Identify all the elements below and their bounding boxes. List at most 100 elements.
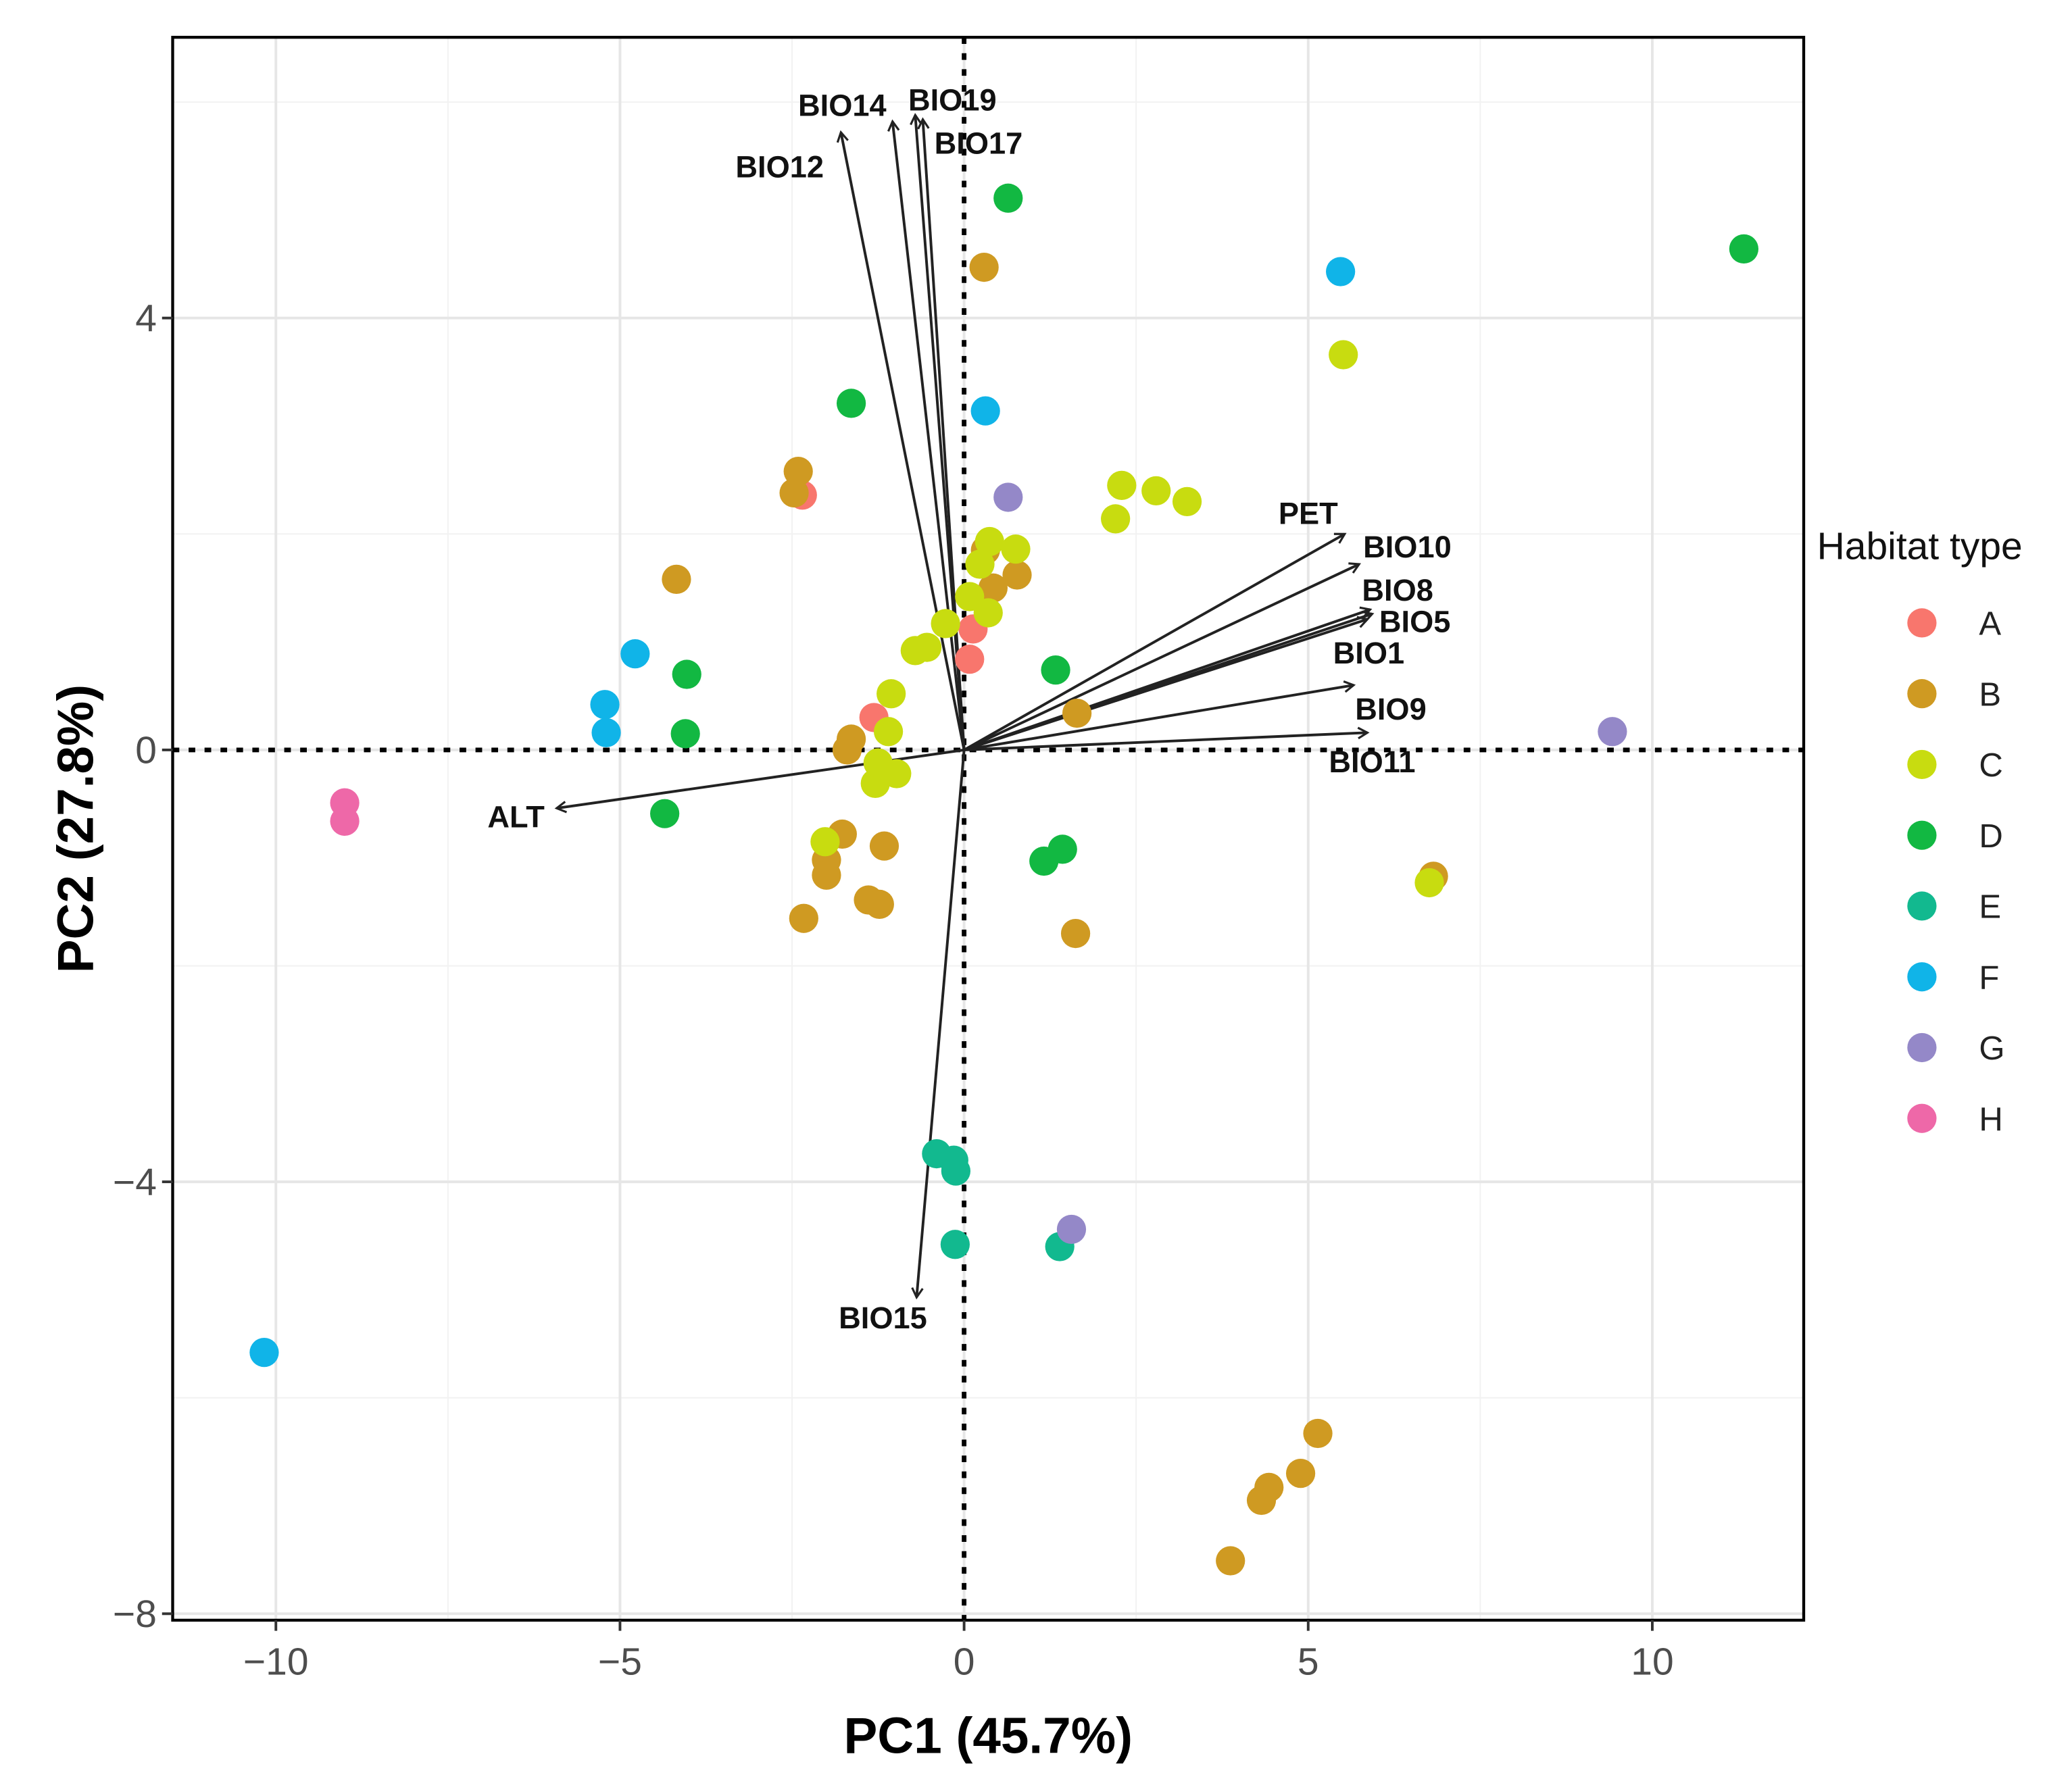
point-habitat-b — [864, 889, 894, 920]
axis-ticks: −10 −5 0 5 10 −8 −4 0 4 — [113, 297, 1674, 1683]
loading-label-bio14: BIO14 — [798, 89, 887, 123]
x-tick-label: −10 — [243, 1641, 309, 1684]
y-tick-label: −8 — [113, 1593, 157, 1636]
legend-title: Habitat type — [1817, 525, 2023, 568]
loading-label-bio12: BIO12 — [735, 150, 824, 184]
point-habitat-d — [836, 389, 866, 418]
point-habitat-a — [955, 645, 985, 674]
point-habitat-c — [1414, 868, 1444, 898]
point-habitat-b — [1002, 560, 1032, 590]
loading-label-alt: ALT — [487, 800, 545, 834]
point-habitat-b — [1303, 1418, 1333, 1449]
point-habitat-c — [1101, 504, 1131, 534]
point-habitat-b — [662, 564, 691, 595]
point-habitat-f — [620, 639, 650, 669]
point-habitat-g — [993, 482, 1023, 512]
point-habitat-b — [969, 252, 999, 282]
point-habitat-c — [973, 598, 1003, 628]
loading-label-bio17: BIO17 — [935, 126, 1023, 161]
point-habitat-f — [970, 396, 1000, 426]
point-habitat-c — [1141, 476, 1171, 505]
grid — [172, 37, 1804, 1620]
point-habitat-g — [1056, 1214, 1087, 1245]
loading-label-bio8: BIO8 — [1362, 573, 1433, 607]
legend-label-e: E — [1979, 889, 2001, 926]
x-tick-label: −5 — [598, 1641, 642, 1684]
loading-arrow-bio10 — [963, 562, 1362, 751]
point-habitat-d — [993, 183, 1023, 213]
point-habitat-f — [590, 690, 620, 720]
point-habitat-c — [1172, 486, 1202, 516]
loading-arrow-bio9 — [964, 680, 1356, 751]
legend-label-b: B — [1979, 676, 2001, 713]
point-habitat-g — [1598, 717, 1627, 747]
point-habitat-d — [1047, 834, 1077, 864]
legend-key-b — [1907, 679, 1937, 709]
point-habitat-b — [1216, 1546, 1245, 1576]
x-axis-title: PC1 (45.7%) — [844, 1707, 1133, 1763]
legend-key-h — [1907, 1103, 1937, 1133]
loading-arrow-bio11 — [964, 726, 1370, 751]
legend-label-c: C — [1979, 747, 2002, 784]
point-habitat-f — [1326, 257, 1356, 286]
point-habitat-e — [941, 1156, 971, 1186]
point-habitat-c — [1107, 470, 1137, 500]
point-habitat-d — [672, 659, 701, 689]
loading-arrow-bio14 — [887, 119, 966, 751]
point-habitat-d — [670, 719, 700, 749]
point-habitat-d — [650, 799, 680, 828]
legend-key-a — [1907, 608, 1937, 638]
point-habitat-b — [1246, 1485, 1277, 1516]
loading-arrow-bio1 — [963, 616, 1370, 751]
x-tick-label: 5 — [1298, 1641, 1319, 1684]
point-habitat-b — [783, 456, 813, 486]
point-habitat-c — [900, 636, 930, 666]
legend-key-d — [1907, 820, 1937, 850]
point-habitat-b — [1285, 1458, 1316, 1488]
loading-label-pet: PET — [1279, 497, 1338, 531]
point-habitat-d — [1729, 234, 1759, 264]
loading-label-bio11: BIO11 — [1329, 745, 1415, 779]
loading-arrow-pet — [963, 532, 1347, 751]
loading-label-bio19: BIO19 — [908, 83, 997, 118]
point-habitat-c — [965, 549, 995, 579]
point-habitat-b — [1060, 918, 1091, 949]
legend-label-g: G — [1979, 1030, 2004, 1067]
point-habitat-c — [873, 717, 904, 747]
x-tick-label: 0 — [954, 1641, 975, 1684]
point-habitat-c — [810, 827, 840, 857]
loading-label-bio9: BIO9 — [1355, 692, 1426, 726]
point-habitat-d — [1041, 655, 1070, 685]
legend-key-c — [1907, 749, 1937, 780]
point-habitat-b — [869, 831, 899, 861]
point-habitat-b — [978, 573, 1008, 603]
y-axis-title: PC2 (27.8%) — [47, 684, 104, 973]
point-habitat-e — [940, 1230, 970, 1259]
legend-label-h: H — [1979, 1101, 2002, 1138]
loading-label-bio15: BIO15 — [839, 1301, 927, 1335]
point-habitat-c — [1001, 534, 1031, 564]
legend-key-f — [1907, 962, 1937, 992]
legend-label-a: A — [1979, 606, 2001, 643]
legend-label-d: D — [1979, 818, 2002, 855]
point-habitat-c — [975, 526, 1004, 557]
legend-key-g — [1907, 1032, 1937, 1063]
panel-border — [171, 36, 1806, 1622]
x-tick-label: 10 — [1631, 1641, 1673, 1684]
y-tick-label: 0 — [135, 729, 157, 772]
point-habitat-h — [330, 806, 360, 836]
point-habitat-f — [591, 718, 621, 747]
loading-arrow-bio12 — [836, 130, 966, 751]
loading-arrow-bio17 — [917, 117, 966, 751]
point-habitat-c — [931, 609, 960, 639]
loading-label-bio5: BIO5 — [1379, 604, 1450, 639]
loading-arrow-bio15 — [911, 749, 966, 1300]
point-habitat-b — [789, 903, 818, 933]
point-habitat-b — [779, 478, 809, 508]
point-habitat-c — [877, 679, 906, 709]
loading-label-bio10: BIO10 — [1363, 530, 1452, 564]
points — [249, 183, 1759, 1576]
